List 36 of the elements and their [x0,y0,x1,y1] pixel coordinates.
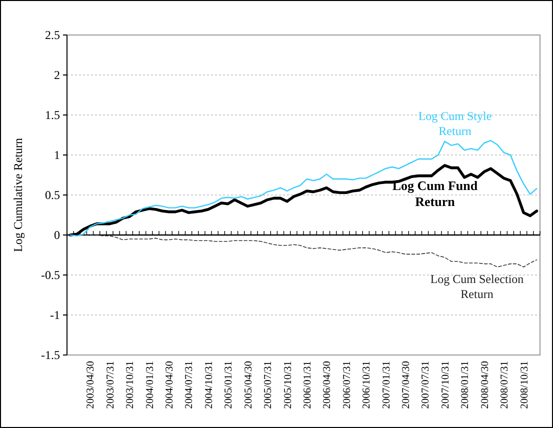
y-tick-label: 1.5 [45,108,60,122]
y-tick-label: 2.5 [45,28,60,42]
x-tick-label: 2008/04/30 [480,361,491,409]
x-tick-label: 2007/01/31 [381,361,392,409]
x-tick-label: 2005/01/31 [224,361,235,409]
y-tick-label: 0 [54,228,60,242]
y-tick-label: -0.5 [41,268,60,282]
x-tick-label: 2003/07/31 [105,361,116,409]
line-series [70,140,538,236]
x-tick-label: 2006/07/31 [342,361,353,409]
x-tick-label: 2003/10/31 [125,361,136,409]
x-tick-label: 2004/04/30 [164,361,176,409]
x-tick-label: 2004/07/31 [184,361,196,409]
series-label: Log Cum Style Return [418,109,492,138]
x-tick-label: 2004/10/31 [204,361,215,409]
x-tick-label: 2007/04/30 [401,361,412,409]
x-tick-label: 2007/10/31 [440,361,452,409]
y-tick-label: -1.5 [41,348,60,362]
y-tick-label: -1 [50,308,60,322]
y-tick-label: 0.5 [45,188,60,202]
x-tick-label: 2006/10/31 [362,361,373,409]
x-tick-label: 2007/07/31 [420,361,432,409]
x-tick-label: 2005/10/31 [282,361,294,409]
x-tick-label: 2008/07/31 [500,361,511,409]
x-tick-label: 2004/01/31 [144,361,156,409]
x-tick-label: 2003/04/30 [86,361,97,409]
x-tick-label: 2005/07/31 [263,361,274,409]
x-tick-label: 2008/01/31 [460,361,472,409]
series-label: Log Cum Selection Return [430,272,524,301]
x-tick-label: 2005/04/30 [243,361,254,409]
x-tick-label: 2006/01/31 [302,361,314,409]
y-axis-title: Log Cumulative Return [11,138,25,252]
x-tick-label: 2006/04/30 [322,361,334,409]
y-tick-label: 1 [54,148,60,162]
x-tick-label: 2008/10/31 [519,361,530,409]
y-tick-label: 2 [54,68,60,82]
